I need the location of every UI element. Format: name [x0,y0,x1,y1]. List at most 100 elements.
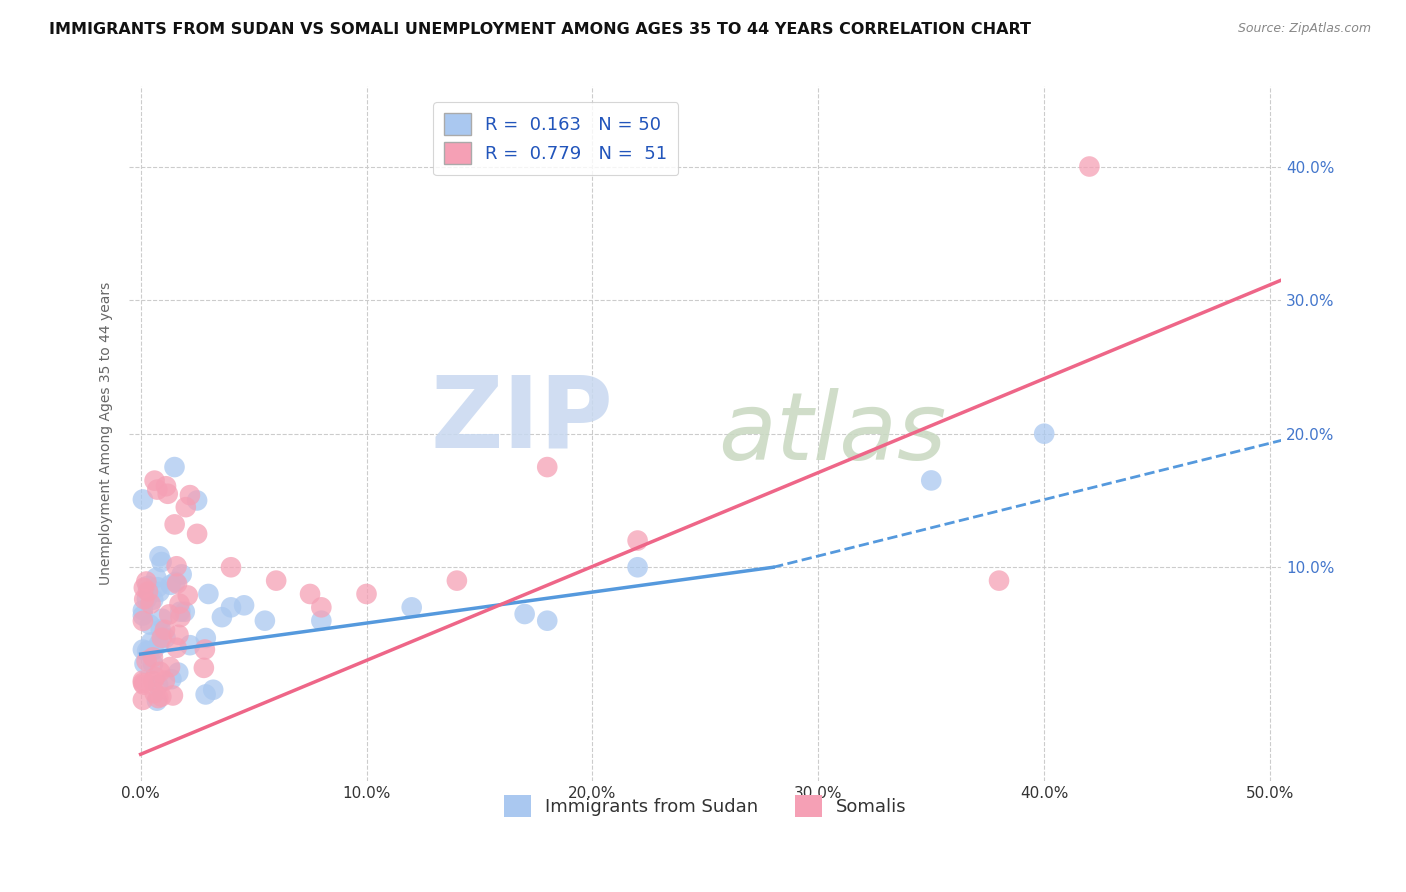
Point [142,643,165,657]
Text: atlas: atlas [718,388,946,479]
Point [146,580,169,594]
Point [1033,426,1056,441]
Point [148,637,170,651]
Point [194,688,217,702]
Point [142,592,165,607]
Point [202,682,225,697]
Point [211,610,233,624]
Point [153,623,176,637]
Point [169,597,191,611]
Point [166,559,188,574]
Point [132,492,155,507]
Point [143,670,166,684]
Point [160,672,183,686]
Point [136,584,159,599]
Point [156,487,179,501]
Point [136,579,159,593]
Point [174,500,197,515]
Point [167,665,190,680]
Point [401,600,423,615]
Point [134,592,156,607]
Point [134,657,156,671]
Text: Source: ZipAtlas.com: Source: ZipAtlas.com [1237,22,1371,36]
Point [186,493,208,508]
Point [165,574,187,589]
Point [1078,160,1101,174]
Point [311,600,333,615]
Point [148,585,170,599]
Point [169,605,191,619]
Point [142,650,165,665]
Point [186,527,208,541]
Point [153,673,176,688]
Point [162,689,184,703]
Point [150,555,173,569]
Point [311,614,333,628]
Point [166,640,188,655]
Point [157,607,180,622]
Point [148,549,170,564]
Point [135,591,157,606]
Point [136,644,159,658]
Point [132,608,155,623]
Point [179,488,201,502]
Point [135,654,157,668]
Point [132,581,155,595]
Point [356,587,378,601]
Point [513,607,536,621]
Point [143,686,166,700]
Point [536,460,558,475]
Point [536,614,558,628]
Y-axis label: Unemployment Among Ages 35 to 44 years: Unemployment Among Ages 35 to 44 years [100,282,114,585]
Point [626,533,648,548]
Point [167,628,190,642]
Point [155,479,177,493]
Point [149,623,172,637]
Point [159,660,181,674]
Point [150,690,173,704]
Point [149,665,172,679]
Point [194,631,217,645]
Text: ZIP: ZIP [430,371,613,468]
Point [163,460,186,475]
Point [132,678,155,692]
Point [135,574,157,589]
Point [193,661,215,675]
Point [143,474,166,488]
Point [132,676,155,690]
Point [299,587,322,601]
Point [177,589,200,603]
Point [233,599,256,613]
Point [179,638,201,652]
Point [163,517,186,532]
Point [148,678,170,692]
Point [150,631,173,645]
Point [920,474,942,488]
Legend: Immigrants from Sudan, Somalis: Immigrants from Sudan, Somalis [496,788,914,824]
Point [132,603,155,617]
Point [197,587,219,601]
Point [139,617,162,632]
Point [155,631,177,645]
Point [219,560,242,574]
Point [264,574,287,588]
Point [146,694,169,708]
Point [146,483,169,497]
Point [150,612,173,626]
Point [138,644,160,658]
Point [166,576,188,591]
Point [145,571,167,585]
Point [170,567,193,582]
Point [626,560,648,574]
Point [132,642,155,657]
Point [142,673,165,688]
Point [173,605,195,619]
Point [142,657,165,671]
Point [132,693,155,707]
Point [169,610,191,624]
Point [159,578,181,592]
Point [446,574,468,588]
Point [253,614,276,628]
Point [148,691,170,706]
Text: IMMIGRANTS FROM SUDAN VS SOMALI UNEMPLOYMENT AMONG AGES 35 TO 44 YEARS CORRELATI: IMMIGRANTS FROM SUDAN VS SOMALI UNEMPLOY… [49,22,1031,37]
